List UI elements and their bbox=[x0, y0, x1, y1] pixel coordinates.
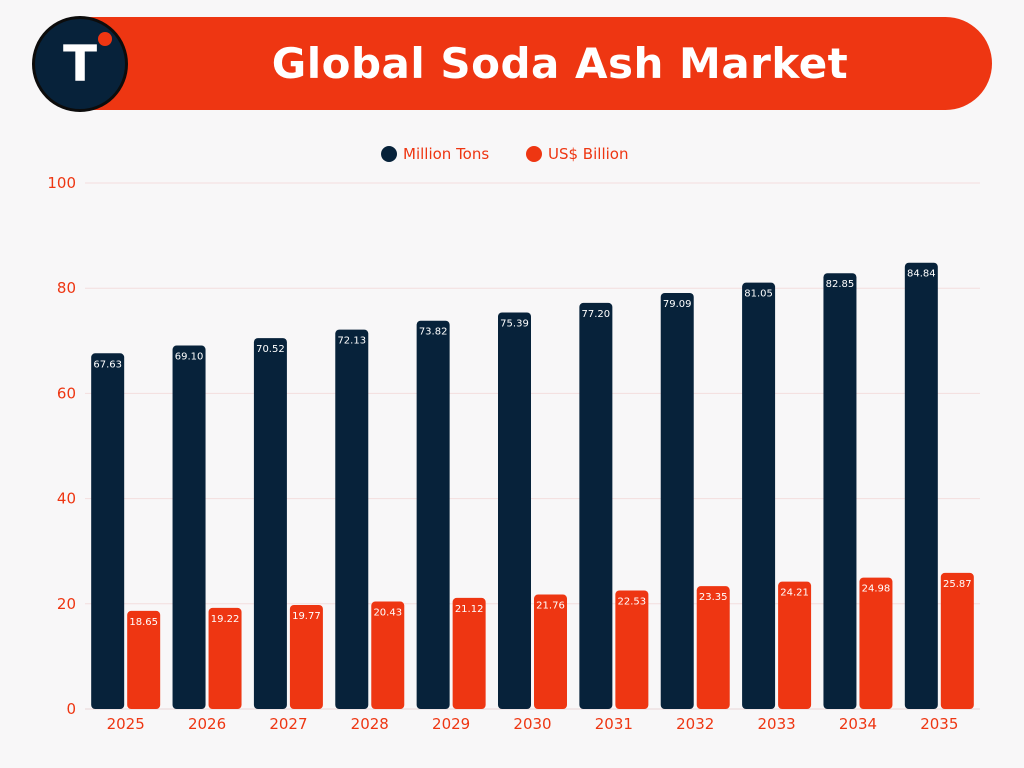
bar bbox=[371, 601, 405, 709]
data-label: 25.87 bbox=[943, 579, 972, 590]
bar bbox=[742, 282, 776, 709]
data-label: 75.39 bbox=[500, 318, 529, 329]
data-label: 69.10 bbox=[175, 352, 204, 363]
legend-marker bbox=[381, 146, 397, 162]
bar-chart: 0 20 40 60 80 100 Million Tons US$ Billion 67.63… bbox=[47, 145, 980, 733]
brand-logo: T bbox=[32, 16, 128, 112]
bar bbox=[823, 273, 857, 709]
data-label: 20.43 bbox=[373, 608, 402, 619]
data-label: 24.98 bbox=[862, 584, 891, 595]
y-tick-label: 20 bbox=[57, 595, 76, 613]
legend-marker bbox=[526, 146, 542, 162]
bar bbox=[696, 586, 730, 709]
y-tick-label: 80 bbox=[57, 279, 76, 297]
data-label: 23.35 bbox=[699, 592, 728, 603]
x-tick-label: 2034 bbox=[839, 715, 877, 733]
title-banner bbox=[40, 17, 992, 110]
x-tick-label: 2031 bbox=[595, 715, 633, 733]
legend-label: US$ Billion bbox=[548, 145, 628, 163]
bar bbox=[289, 605, 323, 709]
bar bbox=[904, 262, 938, 709]
bar bbox=[579, 302, 613, 709]
x-tick-label: 2032 bbox=[676, 715, 714, 733]
x-tick-label: 2029 bbox=[432, 715, 470, 733]
bar bbox=[498, 312, 531, 709]
data-label: 22.53 bbox=[618, 596, 647, 607]
bar bbox=[534, 594, 567, 709]
data-label: 73.82 bbox=[419, 327, 448, 338]
bar bbox=[127, 610, 161, 709]
data-label: 79.09 bbox=[663, 299, 692, 310]
bar bbox=[859, 577, 893, 709]
legend-label: Million Tons bbox=[403, 145, 489, 163]
bar bbox=[91, 353, 125, 709]
bar bbox=[778, 581, 812, 709]
y-tick-label: 40 bbox=[57, 490, 76, 508]
data-label: 81.05 bbox=[744, 289, 773, 300]
bar bbox=[615, 590, 649, 709]
y-tick-label: 0 bbox=[66, 700, 76, 718]
x-tick-label: 2035 bbox=[920, 715, 958, 733]
data-label: 70.52 bbox=[256, 344, 285, 355]
bar bbox=[172, 345, 206, 709]
data-label: 82.85 bbox=[826, 279, 855, 290]
data-label: 84.84 bbox=[907, 269, 936, 280]
data-label: 19.77 bbox=[292, 611, 321, 622]
y-tick-label: 100 bbox=[47, 174, 76, 192]
y-tick-label: 60 bbox=[57, 384, 76, 402]
x-tick-label: 2027 bbox=[269, 715, 307, 733]
bar bbox=[335, 329, 369, 709]
x-tick-label: 2030 bbox=[513, 715, 551, 733]
data-label: 77.20 bbox=[582, 309, 611, 320]
x-tick-label: 2033 bbox=[757, 715, 795, 733]
bar bbox=[452, 597, 486, 709]
data-label: 19.22 bbox=[211, 614, 240, 625]
data-label: 21.76 bbox=[536, 601, 565, 612]
logo-dot-icon bbox=[98, 32, 112, 46]
bar bbox=[660, 292, 694, 709]
x-tick-label: 2026 bbox=[188, 715, 226, 733]
x-tick-label: 2028 bbox=[351, 715, 389, 733]
bar bbox=[416, 320, 450, 709]
data-label: 21.12 bbox=[455, 604, 484, 615]
x-tick-label: 2025 bbox=[107, 715, 145, 733]
data-label: 18.65 bbox=[129, 617, 158, 628]
data-label: 24.21 bbox=[780, 588, 809, 599]
data-label: 72.13 bbox=[337, 336, 366, 347]
bar bbox=[253, 338, 287, 709]
bar bbox=[940, 572, 974, 709]
logo-letter: T bbox=[62, 35, 98, 93]
chart-title: Global Soda Ash Market bbox=[271, 39, 849, 88]
data-label: 67.63 bbox=[93, 359, 122, 370]
bar bbox=[208, 607, 242, 709]
